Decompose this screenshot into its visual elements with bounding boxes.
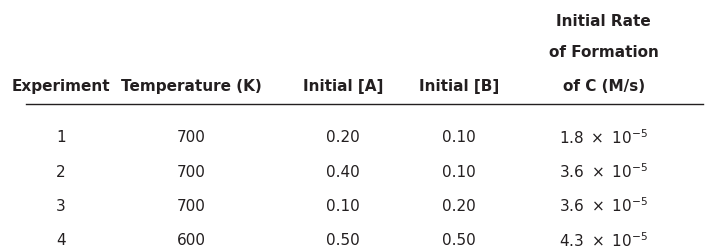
Text: Initial [A]: Initial [A]: [303, 79, 383, 94]
Text: 700: 700: [177, 130, 206, 145]
Text: 0.10: 0.10: [442, 165, 476, 179]
Text: 1: 1: [56, 130, 66, 145]
Text: of C (M/s): of C (M/s): [563, 79, 645, 94]
Text: 0.40: 0.40: [326, 165, 360, 179]
Text: 0.10: 0.10: [442, 130, 476, 145]
Text: $\mathdefault{3.6\ \times\ 10^{-5}}$: $\mathdefault{3.6\ \times\ 10^{-5}}$: [559, 197, 648, 215]
Text: 0.50: 0.50: [326, 233, 360, 248]
Text: 0.50: 0.50: [442, 233, 476, 248]
Text: 3: 3: [56, 199, 66, 214]
Text: Initial [B]: Initial [B]: [419, 79, 500, 94]
Text: 700: 700: [177, 199, 206, 214]
Text: $\mathdefault{1.8\ \times\ 10^{-5}}$: $\mathdefault{1.8\ \times\ 10^{-5}}$: [559, 129, 648, 147]
Text: 600: 600: [177, 233, 206, 248]
Text: Initial Rate: Initial Rate: [556, 14, 651, 28]
Text: 0.20: 0.20: [326, 130, 360, 145]
Text: of Formation: of Formation: [549, 45, 659, 60]
Text: $\mathdefault{4.3\ \times\ 10^{-5}}$: $\mathdefault{4.3\ \times\ 10^{-5}}$: [559, 231, 648, 250]
Text: 2: 2: [56, 165, 66, 179]
Text: 0.10: 0.10: [326, 199, 360, 214]
Text: 0.20: 0.20: [442, 199, 476, 214]
Text: Temperature (K): Temperature (K): [121, 79, 262, 94]
Text: 4: 4: [56, 233, 66, 248]
Text: $\mathdefault{3.6\ \times\ 10^{-5}}$: $\mathdefault{3.6\ \times\ 10^{-5}}$: [559, 163, 648, 181]
Text: Experiment: Experiment: [11, 79, 111, 94]
Text: 700: 700: [177, 165, 206, 179]
